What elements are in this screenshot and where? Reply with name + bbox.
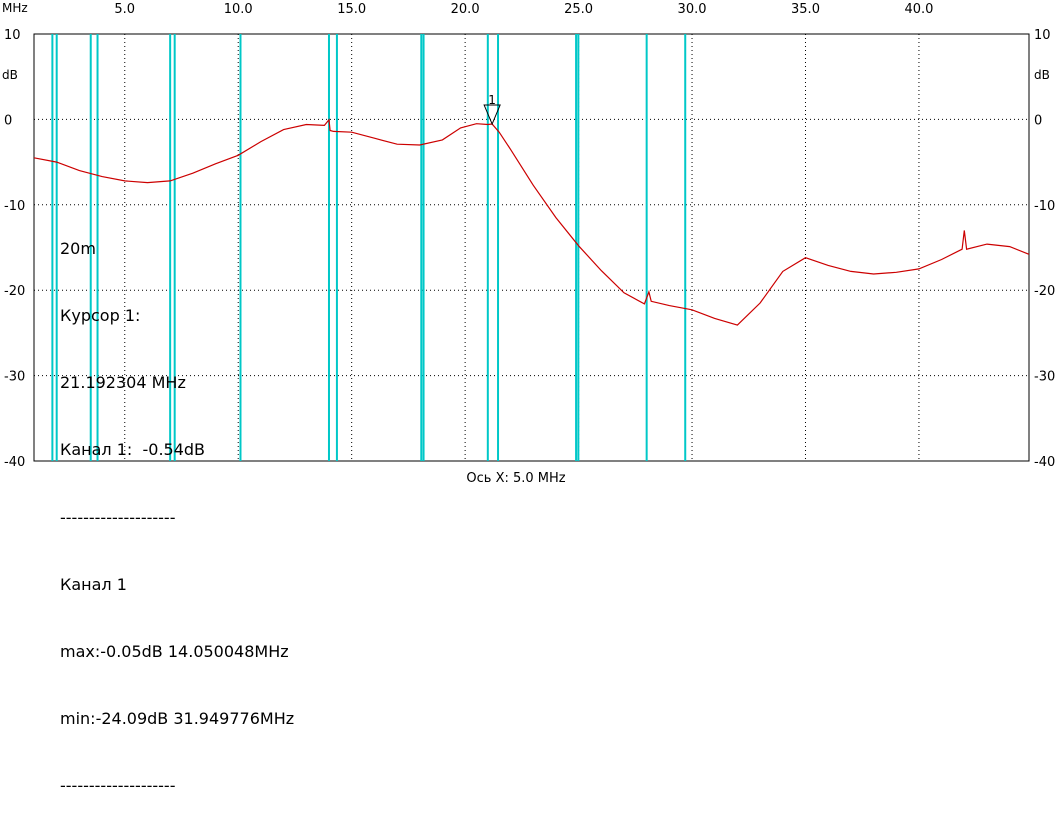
separator: -------------------- bbox=[60, 776, 176, 796]
x-tick-label: 20.0 bbox=[451, 2, 480, 17]
x-unit-label: MHz bbox=[2, 1, 28, 15]
x-tick-label: 25.0 bbox=[564, 2, 593, 17]
grid bbox=[33, 33, 1030, 462]
x-tick-label: 35.0 bbox=[791, 2, 820, 17]
y-unit-label-left: dB bbox=[2, 68, 18, 82]
frequency-response-chart: 1 5.0 10.0 15.0 20.0 25.0 30.0 35.0 40.0 10 10 0 0 -… bbox=[2, 1, 1055, 486]
x-tick-label: 10.0 bbox=[224, 2, 253, 17]
y-tick-label-left: -20 bbox=[4, 284, 25, 299]
x-axis-caption: Ось X: 5.0 MHz bbox=[466, 471, 565, 486]
y-tick-label-right: 10 bbox=[1034, 28, 1051, 43]
channel-title: Канал 1 bbox=[60, 574, 127, 594]
cursor-title: Курсор 1: bbox=[60, 306, 141, 326]
y-tick-label-right: -10 bbox=[1034, 199, 1055, 214]
cursor-frequency: 21.192304 MHz bbox=[60, 373, 186, 393]
y-tick-label-left: 10 bbox=[4, 28, 21, 43]
y-unit-label-right: dB bbox=[1034, 68, 1050, 82]
tick-labels: 5.0 10.0 15.0 20.0 25.0 30.0 35.0 40.0 10 10 0 0 -10… bbox=[4, 2, 1055, 470]
plot-frame bbox=[33, 33, 1030, 462]
x-tick-label: 40.0 bbox=[904, 2, 933, 17]
cursor-number: 1 bbox=[488, 93, 496, 107]
cursor-level: Канал 1: -0.54dB bbox=[60, 440, 206, 460]
y-tick-label-left: 0 bbox=[4, 113, 12, 128]
cursor-readout: 20m Курсор 1: 21.192304 MHz Канал 1: -0.… bbox=[60, 193, 294, 820]
x-tick-label: 15.0 bbox=[337, 2, 366, 17]
y-tick-label-right: -30 bbox=[1034, 370, 1055, 385]
separator: -------------------- bbox=[60, 507, 176, 527]
trace bbox=[33, 118, 1030, 326]
x-tick-label: 30.0 bbox=[678, 2, 707, 17]
max-readout: max:-0.05dB 14.050048MHz bbox=[60, 642, 289, 662]
cursor-marker[interactable]: 1 bbox=[483, 93, 501, 126]
y-tick-label-left: -40 bbox=[4, 455, 25, 470]
band-label: 20m bbox=[60, 238, 96, 258]
response-line bbox=[33, 118, 1030, 326]
y-tick-label-left: -30 bbox=[4, 370, 25, 385]
y-tick-label-right: -20 bbox=[1034, 284, 1055, 299]
min-readout: min:-24.09dB 31.949776MHz bbox=[60, 709, 295, 729]
x-tick-label: 5.0 bbox=[114, 2, 135, 17]
y-tick-label-right: -40 bbox=[1034, 455, 1055, 470]
cursor-triangle[interactable] bbox=[483, 104, 501, 126]
y-tick-label-left: -10 bbox=[4, 199, 25, 214]
y-tick-label-right: 0 bbox=[1034, 113, 1042, 128]
